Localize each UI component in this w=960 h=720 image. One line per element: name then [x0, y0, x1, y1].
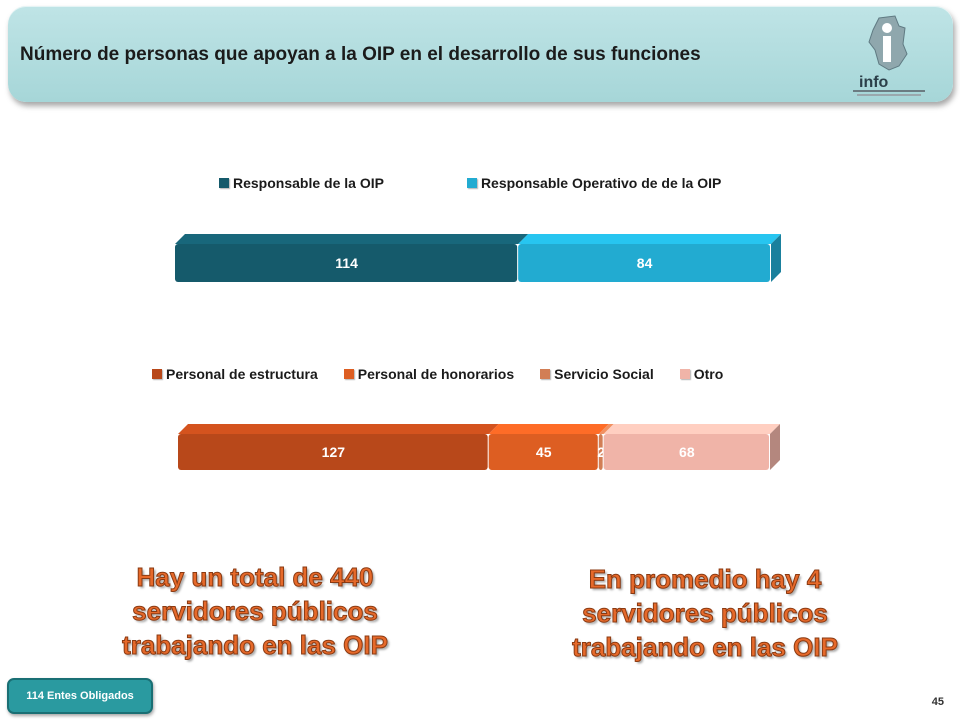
legend-item-operativo: Responsable Operativo de de la OIP: [466, 175, 722, 191]
entes-obligados-badge: 114 Entes Obligados: [7, 678, 153, 714]
legend-swatch: [343, 369, 354, 379]
bar-top-1-2: [598, 424, 614, 434]
bar-top-0-1: [518, 234, 781, 244]
bar-1-3: [603, 434, 769, 470]
infodf-logo-icon: info: [849, 14, 929, 98]
legend-item-servicio-social: Servicio Social: [540, 366, 654, 382]
legend-item-honorarios: Personal de honorarios: [343, 366, 515, 382]
bar-top-1-0: [178, 424, 499, 434]
bar-value-label-1-1: 45: [536, 444, 552, 460]
legend-label: Otro: [693, 366, 724, 382]
legend-label: Personal de estructura: [166, 366, 318, 382]
chart1-legend: Responsable de la OIP Responsable Operat…: [219, 175, 721, 191]
legend-item-estructura: Personal de estructura: [152, 366, 318, 382]
legend-item-responsable: Responsable de la OIP: [219, 175, 384, 191]
legend-swatch: [679, 369, 690, 379]
legend-swatch: [152, 369, 162, 379]
legend-item-otro: Otro: [679, 366, 724, 382]
legend-swatch: [466, 178, 477, 188]
callout-average: En promedio hay 4 servidores públicos tr…: [555, 562, 855, 664]
callout-line: En promedio hay 4: [588, 564, 822, 595]
callout-line: servidores públicos: [132, 596, 379, 627]
bar-value-label-1-2: 2: [597, 444, 605, 460]
callout-line: trabajando en las OIP: [122, 630, 389, 661]
header-banner: Número de personas que apoyan a la OIP e…: [8, 6, 953, 102]
legend-label: Responsable Operativo de de la OIP: [480, 175, 722, 191]
legend-swatch: [540, 369, 551, 379]
legend-label: Personal de honorarios: [357, 366, 515, 382]
logo-text: info: [859, 74, 889, 91]
bar-0-0: [175, 244, 518, 282]
page-number: 45: [931, 696, 944, 708]
callout-line: Hay un total de 440: [136, 562, 374, 593]
bar-top-1-3: [603, 424, 780, 434]
bar-value-label-1-0: 127: [322, 444, 346, 460]
bar-side-1-3: [770, 424, 780, 470]
callout-line: trabajando en las OIP: [572, 632, 839, 663]
legend-label: Servicio Social: [554, 366, 654, 382]
bar-value-label-1-3: 68: [679, 444, 695, 460]
legend-label: Responsable de la OIP: [233, 175, 384, 191]
callout-line: servidores públicos: [582, 598, 829, 629]
bar-top-1-1: [488, 424, 609, 434]
chart2-legend: Personal de estructura Personal de honor…: [152, 366, 723, 382]
bar-top-0-0: [175, 234, 529, 244]
bar-side-0-1: [771, 234, 781, 282]
callout-total: Hay un total de 440 servidores públicos …: [110, 560, 400, 662]
bar-value-label-0-0: 114: [335, 255, 358, 271]
bar-value-label-0-1: 84: [637, 255, 653, 271]
bar-1-1: [488, 434, 598, 470]
bar-1-2: [598, 434, 603, 470]
bar-0-1: [518, 244, 770, 282]
bar-1-0: [178, 434, 488, 470]
legend-swatch: [219, 178, 229, 188]
page-title: Número de personas que apoyan a la OIP e…: [20, 44, 701, 65]
